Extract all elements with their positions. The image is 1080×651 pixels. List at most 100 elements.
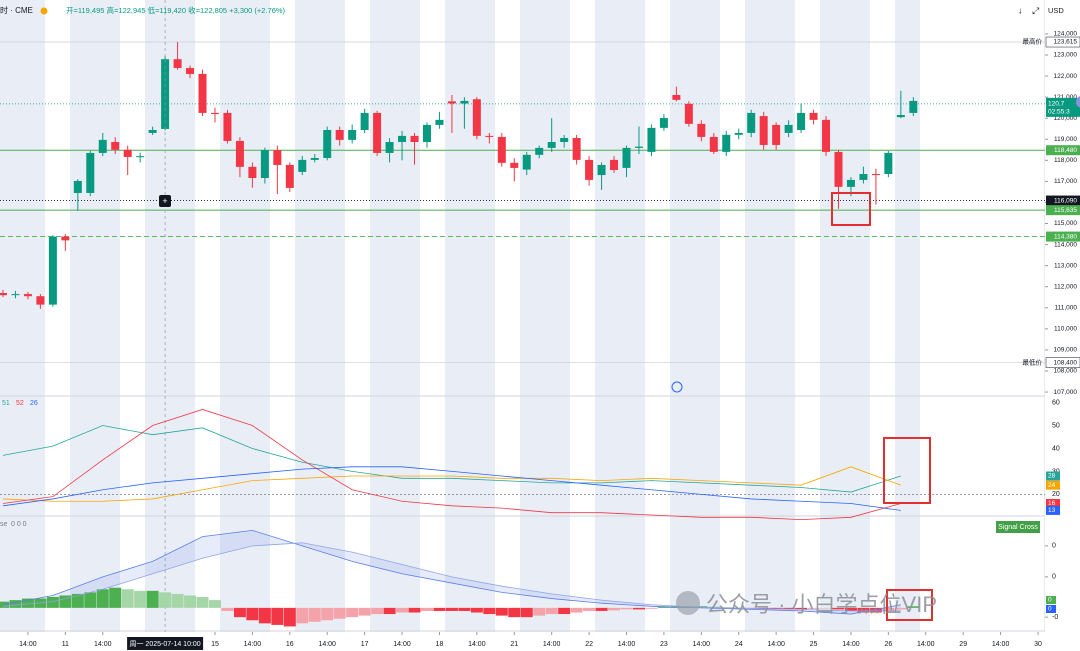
histogram-bar: [121, 589, 134, 608]
histogram-bar: [271, 607, 284, 625]
x-tick-label: 14:00: [393, 641, 411, 648]
y-tick-label: 119,000: [1054, 136, 1077, 143]
candle-body: [198, 73, 207, 113]
y-tick-label: 110,000: [1054, 326, 1077, 333]
histogram-bar: [296, 607, 309, 624]
histogram-bar: [84, 592, 97, 608]
value-box: [1046, 499, 1060, 509]
candle-body: [784, 124, 793, 133]
histogram-bar: [857, 607, 870, 613]
extreme-name: 最低价: [1023, 357, 1043, 366]
candle-body: [497, 136, 506, 163]
last-price-label: 120,7: [1048, 101, 1065, 108]
y-tick-label: 120,000: [1054, 115, 1078, 122]
candle-body: [896, 115, 905, 118]
candle-body: [161, 59, 170, 129]
y-tick-label: 50: [1052, 422, 1060, 429]
candle-body: [797, 112, 806, 130]
histogram-bar: [146, 590, 159, 608]
candle-body: [248, 166, 257, 179]
x-tick-label: 23: [660, 641, 668, 648]
histogram-bar: [333, 607, 346, 619]
x-tick-label: 24: [735, 641, 743, 648]
histogram-bar: [383, 607, 396, 615]
candle-body: [335, 129, 344, 140]
highlight-box: [831, 192, 871, 226]
candle-body: [435, 119, 444, 125]
add-button[interactable]: [159, 195, 171, 207]
x-tick-label: 22: [585, 641, 593, 648]
candle-body: [422, 124, 431, 142]
histogram-bar: [757, 607, 770, 609]
x-tick-label: 15: [211, 641, 219, 648]
candle-body: [460, 100, 469, 104]
session-stripe: [870, 0, 895, 632]
candle-body: [23, 294, 32, 297]
x-tick-label: 14:00: [94, 641, 112, 648]
candle-body: [0, 293, 7, 296]
histogram-bar: [807, 607, 820, 609]
histogram-bar: [608, 607, 621, 611]
histogram-bar: [433, 607, 446, 611]
y-tick-label: 111,000: [1054, 305, 1077, 312]
candle-body: [610, 159, 619, 171]
value-label: 28: [1048, 473, 1056, 480]
histogram-bar: [221, 607, 234, 611]
x-tick-label: 14:00: [992, 641, 1010, 648]
x-tick-label: 14:00: [842, 641, 860, 648]
y-tick-label: 112,000: [1054, 283, 1077, 290]
session-bg: [0, 0, 920, 632]
countdown: 02:55:3: [1048, 109, 1070, 116]
y-tick-label: 121,000: [1054, 94, 1078, 101]
histogram-bar: [832, 607, 845, 610]
candle-body: [186, 68, 195, 74]
y-tick-label: 117,000: [1054, 178, 1077, 185]
x-tick-label: 16: [286, 641, 294, 648]
x-tick-label: 14:00: [693, 641, 711, 648]
signal-box: [996, 521, 1040, 533]
background: [0, 0, 1080, 632]
candle-body: [136, 156, 145, 158]
histogram-bar: [570, 607, 583, 613]
y-tick-label: 122,000: [1054, 73, 1078, 80]
icon[interactable]: ↓: [1018, 5, 1023, 15]
histogram-bar: [9, 600, 22, 608]
y-tick-label: -0: [1052, 614, 1058, 621]
candle-body: [485, 135, 494, 137]
session-stripe: [345, 0, 370, 632]
x-tick-label: 14:00: [543, 641, 561, 648]
icon[interactable]: ⤢: [1031, 5, 1039, 15]
nav-icon[interactable]: [671, 381, 683, 393]
macd-line: [2, 542, 901, 612]
histogram-bar: [346, 607, 359, 618]
x-tick-label: 26: [884, 641, 892, 648]
level-box: [1046, 205, 1080, 216]
last-price-box: [1046, 97, 1080, 117]
candle-body: [871, 174, 880, 176]
candle-body: [522, 154, 531, 170]
symbol: 时 · CME: [0, 5, 33, 15]
histogram-bar: [869, 607, 882, 613]
candle-body: [697, 123, 706, 137]
value-label: 0: [1048, 606, 1052, 613]
value-label: 0: [1048, 597, 1052, 604]
candle-body: [884, 152, 893, 175]
candle-body: [809, 112, 818, 120]
indicator-line: [2, 466, 901, 511]
histogram-bar: [159, 592, 172, 608]
candle-body: [822, 119, 831, 152]
candle-body: [123, 149, 132, 157]
x-tick-label: 29: [959, 641, 967, 648]
histogram-bar: [894, 607, 907, 610]
histogram-bar: [545, 607, 558, 615]
candle-body: [98, 139, 107, 153]
candle-body: [86, 152, 95, 193]
candle-body: [36, 296, 45, 305]
y-tick-label: 124,000: [1054, 31, 1078, 38]
legend-entry: 51: [2, 400, 10, 407]
candle-body: [647, 127, 656, 152]
candle-body: [348, 129, 357, 140]
macd-line: [2, 529, 901, 615]
candle-body: [373, 112, 382, 153]
